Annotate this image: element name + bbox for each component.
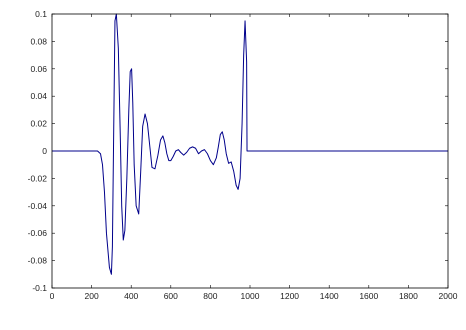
x-tick-label: 1000 — [241, 291, 260, 301]
y-tick-label: 0.04 — [30, 91, 47, 101]
plot-frame — [51, 13, 449, 289]
x-tick-label: 600 — [164, 291, 178, 301]
x-axis-tick-labels: 0 200 400 600 800 1000 1200 1400 1600 1800 2000 — [50, 291, 458, 301]
y-tick-label: 0 — [42, 146, 47, 156]
x-tick-label: 1200 — [280, 291, 299, 301]
x-tick-label: 1400 — [320, 291, 339, 301]
y-axis-tick-labels: 0.1 0.08 0.06 0.04 0.02 0 -0.02 -0.04 -0.06 -0.08… — [28, 9, 48, 293]
y-tick-label: 0.02 — [30, 119, 47, 129]
x-tick-label: 1600 — [359, 291, 378, 301]
x-tick-label: 400 — [124, 291, 138, 301]
x-tick-label: 200 — [85, 291, 99, 301]
series-layer — [52, 13, 448, 275]
y-tick-label: -0.1 — [32, 283, 47, 293]
y-tick-label: 0.06 — [30, 64, 47, 74]
y-tick-label: 0.1 — [35, 9, 47, 19]
series-line — [52, 13, 448, 275]
y-tick-label: 0.08 — [30, 36, 47, 46]
y-tick-label: -0.06 — [28, 228, 48, 238]
x-tick-label: 2000 — [439, 291, 458, 301]
y-tick-label: -0.08 — [28, 256, 48, 266]
y-tick-label: -0.02 — [28, 173, 48, 183]
y-tick-label: -0.04 — [28, 201, 48, 211]
x-tick-label: 800 — [203, 291, 217, 301]
x-tick-label: 1800 — [399, 291, 418, 301]
x-tick-label: 0 — [50, 291, 55, 301]
